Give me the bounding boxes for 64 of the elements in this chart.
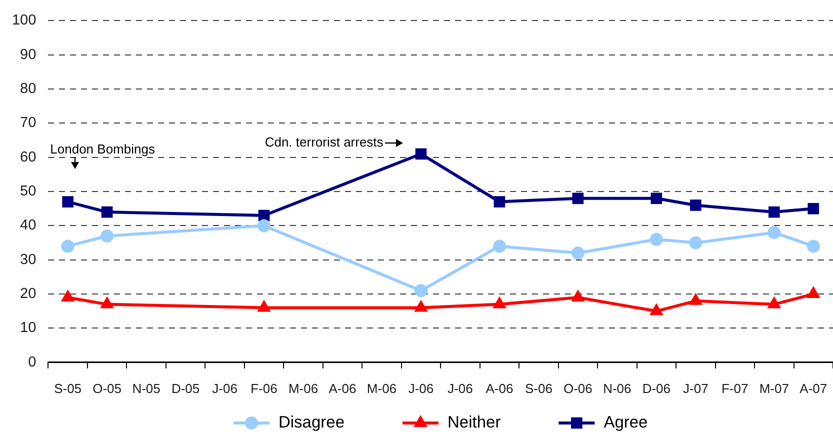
point bbox=[101, 206, 113, 218]
point bbox=[689, 236, 702, 250]
y-tick-label: 70 bbox=[20, 115, 36, 132]
point bbox=[768, 206, 780, 218]
legend-label: Disagree bbox=[278, 414, 345, 432]
y-tick-label: 10 bbox=[20, 320, 36, 336]
y-tick-label: 90 bbox=[20, 46, 36, 63]
annotation: Cdn. terrorist arrests bbox=[264, 134, 384, 150]
point bbox=[492, 296, 506, 308]
x-tick-label: S-05 bbox=[54, 380, 82, 396]
x-tick-label: J-07 bbox=[683, 380, 708, 396]
y-tick-label: 30 bbox=[20, 252, 36, 268]
y-tick-label: 40 bbox=[20, 218, 36, 234]
x-tick-label: F-06 bbox=[250, 380, 278, 396]
point bbox=[572, 192, 584, 204]
x-tick-label: M-07 bbox=[759, 380, 789, 396]
x-tick-label: A-07 bbox=[800, 380, 828, 396]
point bbox=[650, 192, 662, 204]
y-tick-label: 80 bbox=[20, 81, 36, 98]
point bbox=[768, 226, 781, 240]
point bbox=[571, 246, 584, 260]
legend-label: Neither bbox=[448, 414, 502, 432]
point bbox=[60, 289, 75, 302]
point bbox=[650, 232, 663, 246]
point bbox=[100, 229, 114, 242]
point bbox=[100, 296, 114, 308]
x-tick-label: J-06 bbox=[408, 380, 434, 396]
x-tick-label: J-06 bbox=[448, 380, 473, 396]
x-tick-label: J-06 bbox=[212, 380, 238, 396]
x-tick-label: O-05 bbox=[92, 380, 122, 396]
point bbox=[61, 240, 74, 253]
point bbox=[688, 292, 703, 305]
point bbox=[690, 200, 702, 211]
x-tick-label: M-06 bbox=[288, 380, 318, 396]
x-tick-label: A-06 bbox=[486, 380, 514, 396]
point bbox=[62, 196, 74, 208]
legend-label: Agree bbox=[604, 414, 648, 432]
x-tick-label: O-06 bbox=[563, 380, 592, 396]
x-tick-label: A-06 bbox=[328, 380, 356, 396]
y-tick-label: 20 bbox=[20, 286, 36, 302]
x-tick-label: D-06 bbox=[642, 380, 671, 396]
x-tick-label: F-07 bbox=[722, 380, 748, 396]
y-tick-label: 0 bbox=[28, 354, 36, 370]
x-tick-label: D-05 bbox=[171, 380, 200, 396]
point bbox=[414, 300, 428, 312]
y-tick-label: 50 bbox=[20, 184, 36, 200]
point bbox=[806, 240, 820, 253]
x-tick-label: N-06 bbox=[603, 380, 632, 396]
point bbox=[808, 202, 820, 214]
point bbox=[494, 196, 506, 208]
y-tick-label: 60 bbox=[20, 149, 36, 166]
point bbox=[257, 300, 271, 312]
x-tick-label: S-06 bbox=[524, 380, 552, 396]
point bbox=[649, 303, 664, 316]
x-tick-label: M-06 bbox=[366, 380, 397, 396]
annotation: London Bombings bbox=[50, 141, 156, 156]
y-tick-label: 100 bbox=[12, 12, 36, 29]
x-tick-label: N-05 bbox=[132, 380, 160, 396]
point bbox=[806, 286, 820, 298]
point bbox=[258, 219, 271, 232]
point bbox=[492, 240, 506, 253]
point bbox=[767, 296, 782, 308]
point bbox=[571, 289, 585, 302]
point bbox=[415, 148, 427, 160]
